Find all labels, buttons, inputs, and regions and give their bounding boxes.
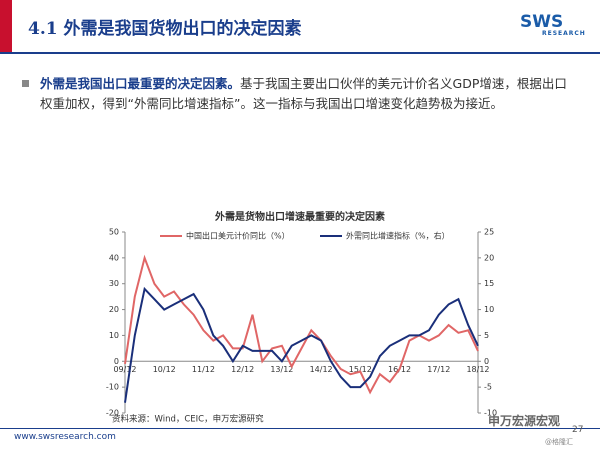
x-tick-label: 09/12 (113, 365, 136, 374)
x-tick-label: 14/12 (310, 365, 333, 374)
logo-text: SWS (520, 12, 564, 32)
y2-tick-label: 20 (484, 253, 494, 262)
page-number: 27 (572, 425, 584, 435)
footer-url: www.swsresearch.com (14, 432, 116, 442)
bullet-bold: 外需是我国出口最重要的决定因素。 (40, 76, 241, 91)
y2-tick-label: 25 (484, 228, 494, 237)
watermark-2: @格隆汇 (545, 438, 573, 446)
bullet-marker (22, 80, 29, 87)
y-tick-label: -20 (106, 409, 119, 418)
series-line (124, 254, 479, 395)
y2-tick-label: 5 (484, 331, 489, 340)
y-tick-label: 0 (114, 357, 119, 366)
x-tick-label: 18/12 (466, 365, 489, 374)
y-tick-label: 20 (109, 305, 119, 314)
bullet-text: 基于我国主要出口伙伴的美元计价名义GDP增速，根据出口权重加权，得到“外需同比增… (40, 76, 567, 111)
y-tick-label: -10 (106, 383, 119, 392)
legend-label: 外需同比增速指标（%，右） (346, 231, 450, 241)
y-tick-label: 10 (109, 331, 119, 340)
x-tick-label: 11/12 (192, 365, 215, 374)
x-tick-label: 13/12 (270, 365, 293, 374)
y-tick-label: 40 (109, 253, 119, 262)
logo: SWS RESEARCH (520, 12, 586, 37)
x-tick-label: 10/12 (153, 365, 176, 374)
series-line (124, 286, 479, 403)
y-tick-label: 50 (109, 228, 119, 237)
y2-tick-label: 10 (484, 305, 494, 314)
bullet: 外需是我国出口最重要的决定因素。基于我国主要出口伙伴的美元计价名义GDP增速，根… (40, 74, 570, 114)
chart-title: 外需是货物出口增速最重要的决定因素 (214, 210, 385, 223)
chart-source: 资料来源：Wind，CEIC，申万宏源研究 (112, 414, 264, 425)
x-tick-label: 15/12 (349, 365, 372, 374)
y-tick-label: 30 (109, 279, 119, 288)
y2-tick-label: -5 (484, 383, 492, 392)
logo-sub: RESEARCH (542, 30, 586, 37)
x-tick-label: 12/12 (231, 365, 254, 374)
title-rule (0, 52, 600, 54)
legend-label: 中国出口美元计价同比（%） (186, 231, 290, 241)
x-tick-label: 17/12 (427, 365, 450, 374)
footer-rule (0, 428, 600, 429)
y2-tick-label: -10 (484, 409, 497, 418)
watermark: 申万宏源宏观 (488, 414, 561, 428)
y2-tick-label: 0 (484, 357, 489, 366)
slide-title: 4.1 外需是我国货物出口的决定因素 (28, 19, 302, 39)
y2-tick-label: 15 (484, 279, 494, 288)
title-accent (0, 0, 12, 52)
